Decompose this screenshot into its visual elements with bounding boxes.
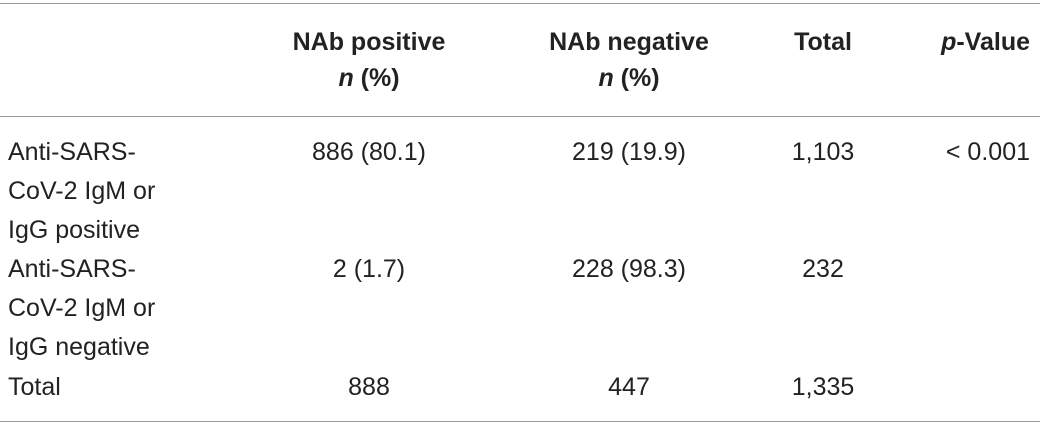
cell-nab-positive: 886 (80.1) <box>312 138 426 166</box>
table-row: Anti-SARS- CoV-2 IgM or IgG positive 886… <box>0 116 1040 250</box>
bottom-rule <box>0 421 1040 422</box>
table-header: NAb positive n (%) NAb negative n (%) To… <box>0 4 1040 116</box>
row-label-line: Anti-SARS- <box>8 138 136 166</box>
header-p-symbol: p <box>941 28 957 56</box>
cell-nab-negative: 447 <box>608 373 650 401</box>
cell-nab-positive: 888 <box>348 373 390 401</box>
header-nab-negative-unit: n (%) <box>514 60 744 96</box>
table-row: Total 888 447 1,335 <box>0 367 1040 420</box>
cell-p-value <box>902 250 1040 367</box>
cell-total: 1,335 <box>791 373 855 401</box>
table-row: Anti-SARS- CoV-2 IgM or IgG negative 2 (… <box>0 250 1040 367</box>
header-empty-cell <box>0 4 224 116</box>
top-rule <box>0 3 1040 4</box>
row-label: Anti-SARS- CoV-2 IgM or IgG positive <box>0 116 224 250</box>
row-label: Total <box>0 367 224 420</box>
header-nab-positive-title: NAb positive <box>292 28 446 56</box>
cell-nab-negative: 228 (98.3) <box>572 255 686 283</box>
header-total-title: Total <box>794 28 852 56</box>
table-body: Anti-SARS- CoV-2 IgM or IgG positive 886… <box>0 116 1040 420</box>
cell-nab-negative: 219 (19.9) <box>572 138 686 166</box>
cell-total: 1,103 <box>791 138 855 166</box>
cell-p-value <box>902 367 1040 420</box>
header-value-label: -Value <box>956 28 1030 56</box>
header-nab-positive: NAb positive n (%) <box>224 4 514 116</box>
row-label-line: Total <box>8 373 61 401</box>
row-label-line: IgG negative <box>8 333 150 361</box>
row-label-line: IgG positive <box>8 216 141 244</box>
header-nab-negative: NAb negative n (%) <box>514 4 744 116</box>
cell-p-value: < 0.001 <box>945 138 1030 166</box>
header-rule <box>0 116 1040 117</box>
header-row: NAb positive n (%) NAb negative n (%) To… <box>0 4 1040 116</box>
header-total: Total <box>744 4 902 116</box>
cell-nab-positive: 2 (1.7) <box>332 255 406 283</box>
header-n-symbol: n <box>598 64 614 92</box>
row-label-line: Anti-SARS- <box>8 255 136 283</box>
row-label: Anti-SARS- CoV-2 IgM or IgG negative <box>0 250 224 367</box>
header-percent-label: (%) <box>613 64 660 92</box>
results-table: NAb positive n (%) NAb negative n (%) To… <box>0 4 1040 420</box>
row-label-line: CoV-2 IgM or <box>8 177 156 205</box>
cell-total: 232 <box>802 255 844 283</box>
header-nab-positive-unit: n (%) <box>224 60 514 96</box>
row-label-line: CoV-2 IgM or <box>8 294 156 322</box>
header-p-value: p-Value <box>902 4 1040 116</box>
header-n-symbol: n <box>338 64 354 92</box>
header-nab-negative-title: NAb negative <box>549 28 709 56</box>
header-p-value-title: p-Value <box>902 24 1030 60</box>
header-percent-label: (%) <box>353 64 400 92</box>
